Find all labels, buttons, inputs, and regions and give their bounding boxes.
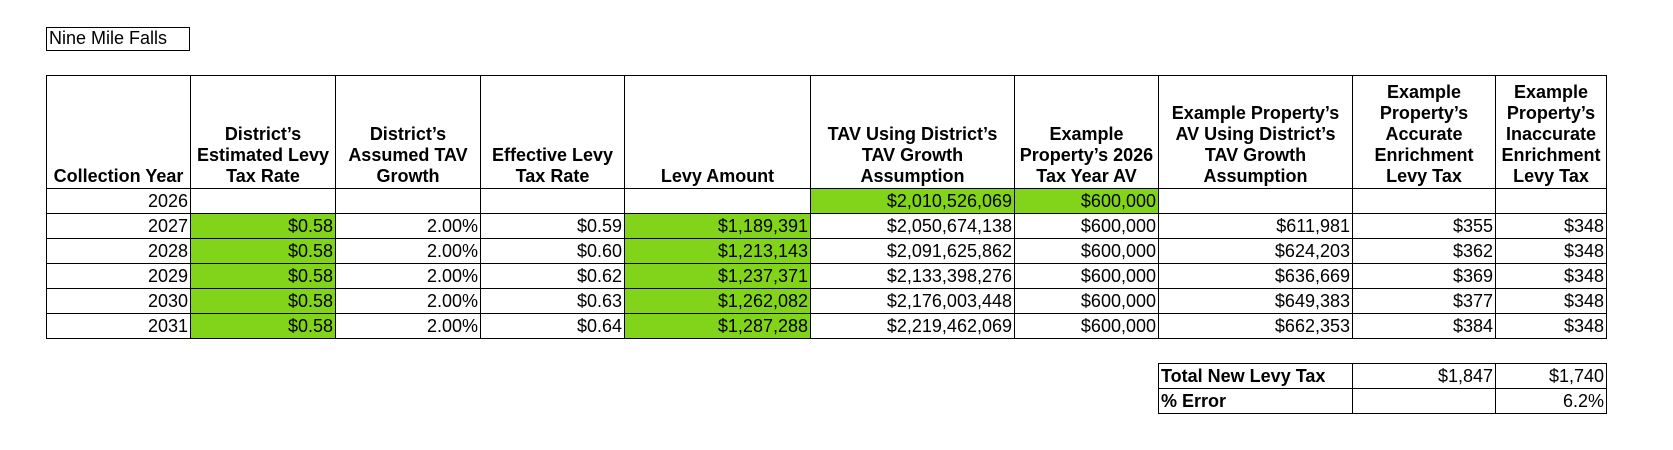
cell-tav-growth[interactable]: 2.00% — [335, 263, 481, 289]
cell-levy-amount[interactable]: $1,262,082 — [624, 288, 811, 314]
cell-estimated-rate[interactable]: $0.58 — [190, 288, 336, 314]
cell-accurate-tax[interactable]: $369 — [1352, 263, 1496, 289]
cell-year[interactable]: 2029 — [46, 263, 191, 289]
cell-property-av-growth[interactable]: $649,383 — [1158, 288, 1353, 314]
cell-effective-rate[interactable] — [480, 188, 625, 214]
cell-inaccurate-tax[interactable]: $348 — [1495, 263, 1607, 289]
cell-property-av[interactable]: $600,000 — [1014, 288, 1159, 314]
cell-estimated-rate[interactable]: $0.58 — [190, 313, 336, 339]
cell-estimated-rate[interactable]: $0.58 — [190, 238, 336, 264]
cell-tav-growth[interactable]: 2.00% — [335, 213, 481, 239]
cell-property-av-growth[interactable]: $636,669 — [1158, 263, 1353, 289]
cell-year[interactable]: 2031 — [46, 313, 191, 339]
levy-projection-table: Collection Year District’s Estimated Lev… — [46, 75, 1607, 339]
cell-effective-rate[interactable]: $0.64 — [480, 313, 625, 339]
table-row: 2028 $0.58 2.00% $0.60 $1,213,143 $2,091… — [46, 238, 1607, 264]
header-row: Collection Year District’s Estimated Lev… — [46, 75, 1607, 189]
total-new-levy-tax-label[interactable]: Total New Levy Tax — [1158, 363, 1353, 389]
cell-property-av-growth[interactable] — [1158, 188, 1353, 214]
cell-inaccurate-tax[interactable]: $348 — [1495, 288, 1607, 314]
cell-levy-amount[interactable]: $1,287,288 — [624, 313, 811, 339]
cell-property-av[interactable]: $600,000 — [1014, 238, 1159, 264]
cell-property-av[interactable]: $600,000 — [1014, 213, 1159, 239]
cell-accurate-tax[interactable] — [1352, 188, 1496, 214]
cell-tav[interactable]: $2,091,625,862 — [810, 238, 1015, 264]
table-row: 2030 $0.58 2.00% $0.63 $1,262,082 $2,176… — [46, 288, 1607, 314]
percent-error-value[interactable]: 6.2% — [1495, 388, 1607, 414]
cell-property-av-growth[interactable]: $662,353 — [1158, 313, 1353, 339]
header-property-2026-av[interactable]: Example Property’s 2026 Tax Year AV — [1014, 75, 1159, 189]
cell-property-av-growth[interactable]: $624,203 — [1158, 238, 1353, 264]
total-accurate-value[interactable]: $1,847 — [1352, 363, 1496, 389]
cell-levy-amount[interactable]: $1,237,371 — [624, 263, 811, 289]
cell-year[interactable]: 2030 — [46, 288, 191, 314]
header-collection-year[interactable]: Collection Year — [46, 75, 191, 189]
cell-year[interactable]: 2027 — [46, 213, 191, 239]
cell-property-av-growth[interactable]: $611,981 — [1158, 213, 1353, 239]
cell-tav-growth[interactable]: 2.00% — [335, 238, 481, 264]
cell-levy-amount[interactable]: $1,189,391 — [624, 213, 811, 239]
cell-accurate-tax[interactable]: $377 — [1352, 288, 1496, 314]
header-estimated-levy-rate[interactable]: District’s Estimated Levy Tax Rate — [190, 75, 336, 189]
cell-tav[interactable]: $2,010,526,069 — [810, 188, 1015, 214]
cell-inaccurate-tax[interactable]: $348 — [1495, 313, 1607, 339]
cell-levy-amount[interactable] — [624, 188, 811, 214]
cell-tav-growth[interactable]: 2.00% — [335, 288, 481, 314]
table-row: 2029 $0.58 2.00% $0.62 $1,237,371 $2,133… — [46, 263, 1607, 289]
cell-tav-growth[interactable]: 2.00% — [335, 313, 481, 339]
cell-inaccurate-tax[interactable] — [1495, 188, 1607, 214]
cell-inaccurate-tax[interactable]: $348 — [1495, 213, 1607, 239]
cell-property-av[interactable]: $600,000 — [1014, 263, 1159, 289]
cell-tav[interactable]: $2,219,462,069 — [810, 313, 1015, 339]
cell-tav[interactable]: $2,176,003,448 — [810, 288, 1015, 314]
cell-accurate-tax[interactable]: $355 — [1352, 213, 1496, 239]
table-row: 2031 $0.58 2.00% $0.64 $1,287,288 $2,219… — [46, 313, 1607, 339]
table-row: 2026 $2,010,526,069 $600,000 — [46, 188, 1607, 214]
table-row: 2027 $0.58 2.00% $0.59 $1,189,391 $2,050… — [46, 213, 1607, 239]
cell-effective-rate[interactable]: $0.59 — [480, 213, 625, 239]
cell-effective-rate[interactable]: $0.62 — [480, 263, 625, 289]
cell-property-av[interactable]: $600,000 — [1014, 188, 1159, 214]
header-property-av-growth[interactable]: Example Property’s AV Using District’s T… — [1158, 75, 1353, 189]
cell-estimated-rate[interactable]: $0.58 — [190, 213, 336, 239]
header-accurate-levy-tax[interactable]: Example Property’s Accurate Enrichment L… — [1352, 75, 1496, 189]
cell-inaccurate-tax[interactable]: $348 — [1495, 238, 1607, 264]
cell-estimated-rate[interactable]: $0.58 — [190, 263, 336, 289]
cell-property-av[interactable]: $600,000 — [1014, 313, 1159, 339]
summary-table: Total New Levy Tax $1,847 $1,740 % Error… — [1158, 363, 1607, 414]
cell-accurate-tax[interactable]: $362 — [1352, 238, 1496, 264]
cell-tav-growth[interactable] — [335, 188, 481, 214]
cell-year[interactable]: 2026 — [46, 188, 191, 214]
cell-levy-amount[interactable]: $1,213,143 — [624, 238, 811, 264]
cell-tav[interactable]: $2,133,398,276 — [810, 263, 1015, 289]
cell-effective-rate[interactable]: $0.60 — [480, 238, 625, 264]
error-row: % Error 6.2% — [1158, 388, 1607, 414]
header-assumed-tav-growth[interactable]: District’s Assumed TAV Growth — [335, 75, 481, 189]
header-inaccurate-levy-tax[interactable]: Example Property’s Inaccurate Enrichment… — [1495, 75, 1607, 189]
district-title: Nine Mile Falls — [46, 27, 190, 51]
cell-accurate-tax[interactable]: $384 — [1352, 313, 1496, 339]
header-tav-growth[interactable]: TAV Using District’s TAV Growth Assumpti… — [810, 75, 1015, 189]
cell-effective-rate[interactable]: $0.63 — [480, 288, 625, 314]
total-row: Total New Levy Tax $1,847 $1,740 — [1158, 363, 1607, 389]
percent-error-label[interactable]: % Error — [1158, 388, 1353, 414]
percent-error-accurate[interactable] — [1352, 388, 1496, 414]
header-levy-amount[interactable]: Levy Amount — [624, 75, 811, 189]
cell-estimated-rate[interactable] — [190, 188, 336, 214]
cell-tav[interactable]: $2,050,674,138 — [810, 213, 1015, 239]
cell-year[interactable]: 2028 — [46, 238, 191, 264]
header-effective-levy-rate[interactable]: Effective Levy Tax Rate — [480, 75, 625, 189]
total-inaccurate-value[interactable]: $1,740 — [1495, 363, 1607, 389]
